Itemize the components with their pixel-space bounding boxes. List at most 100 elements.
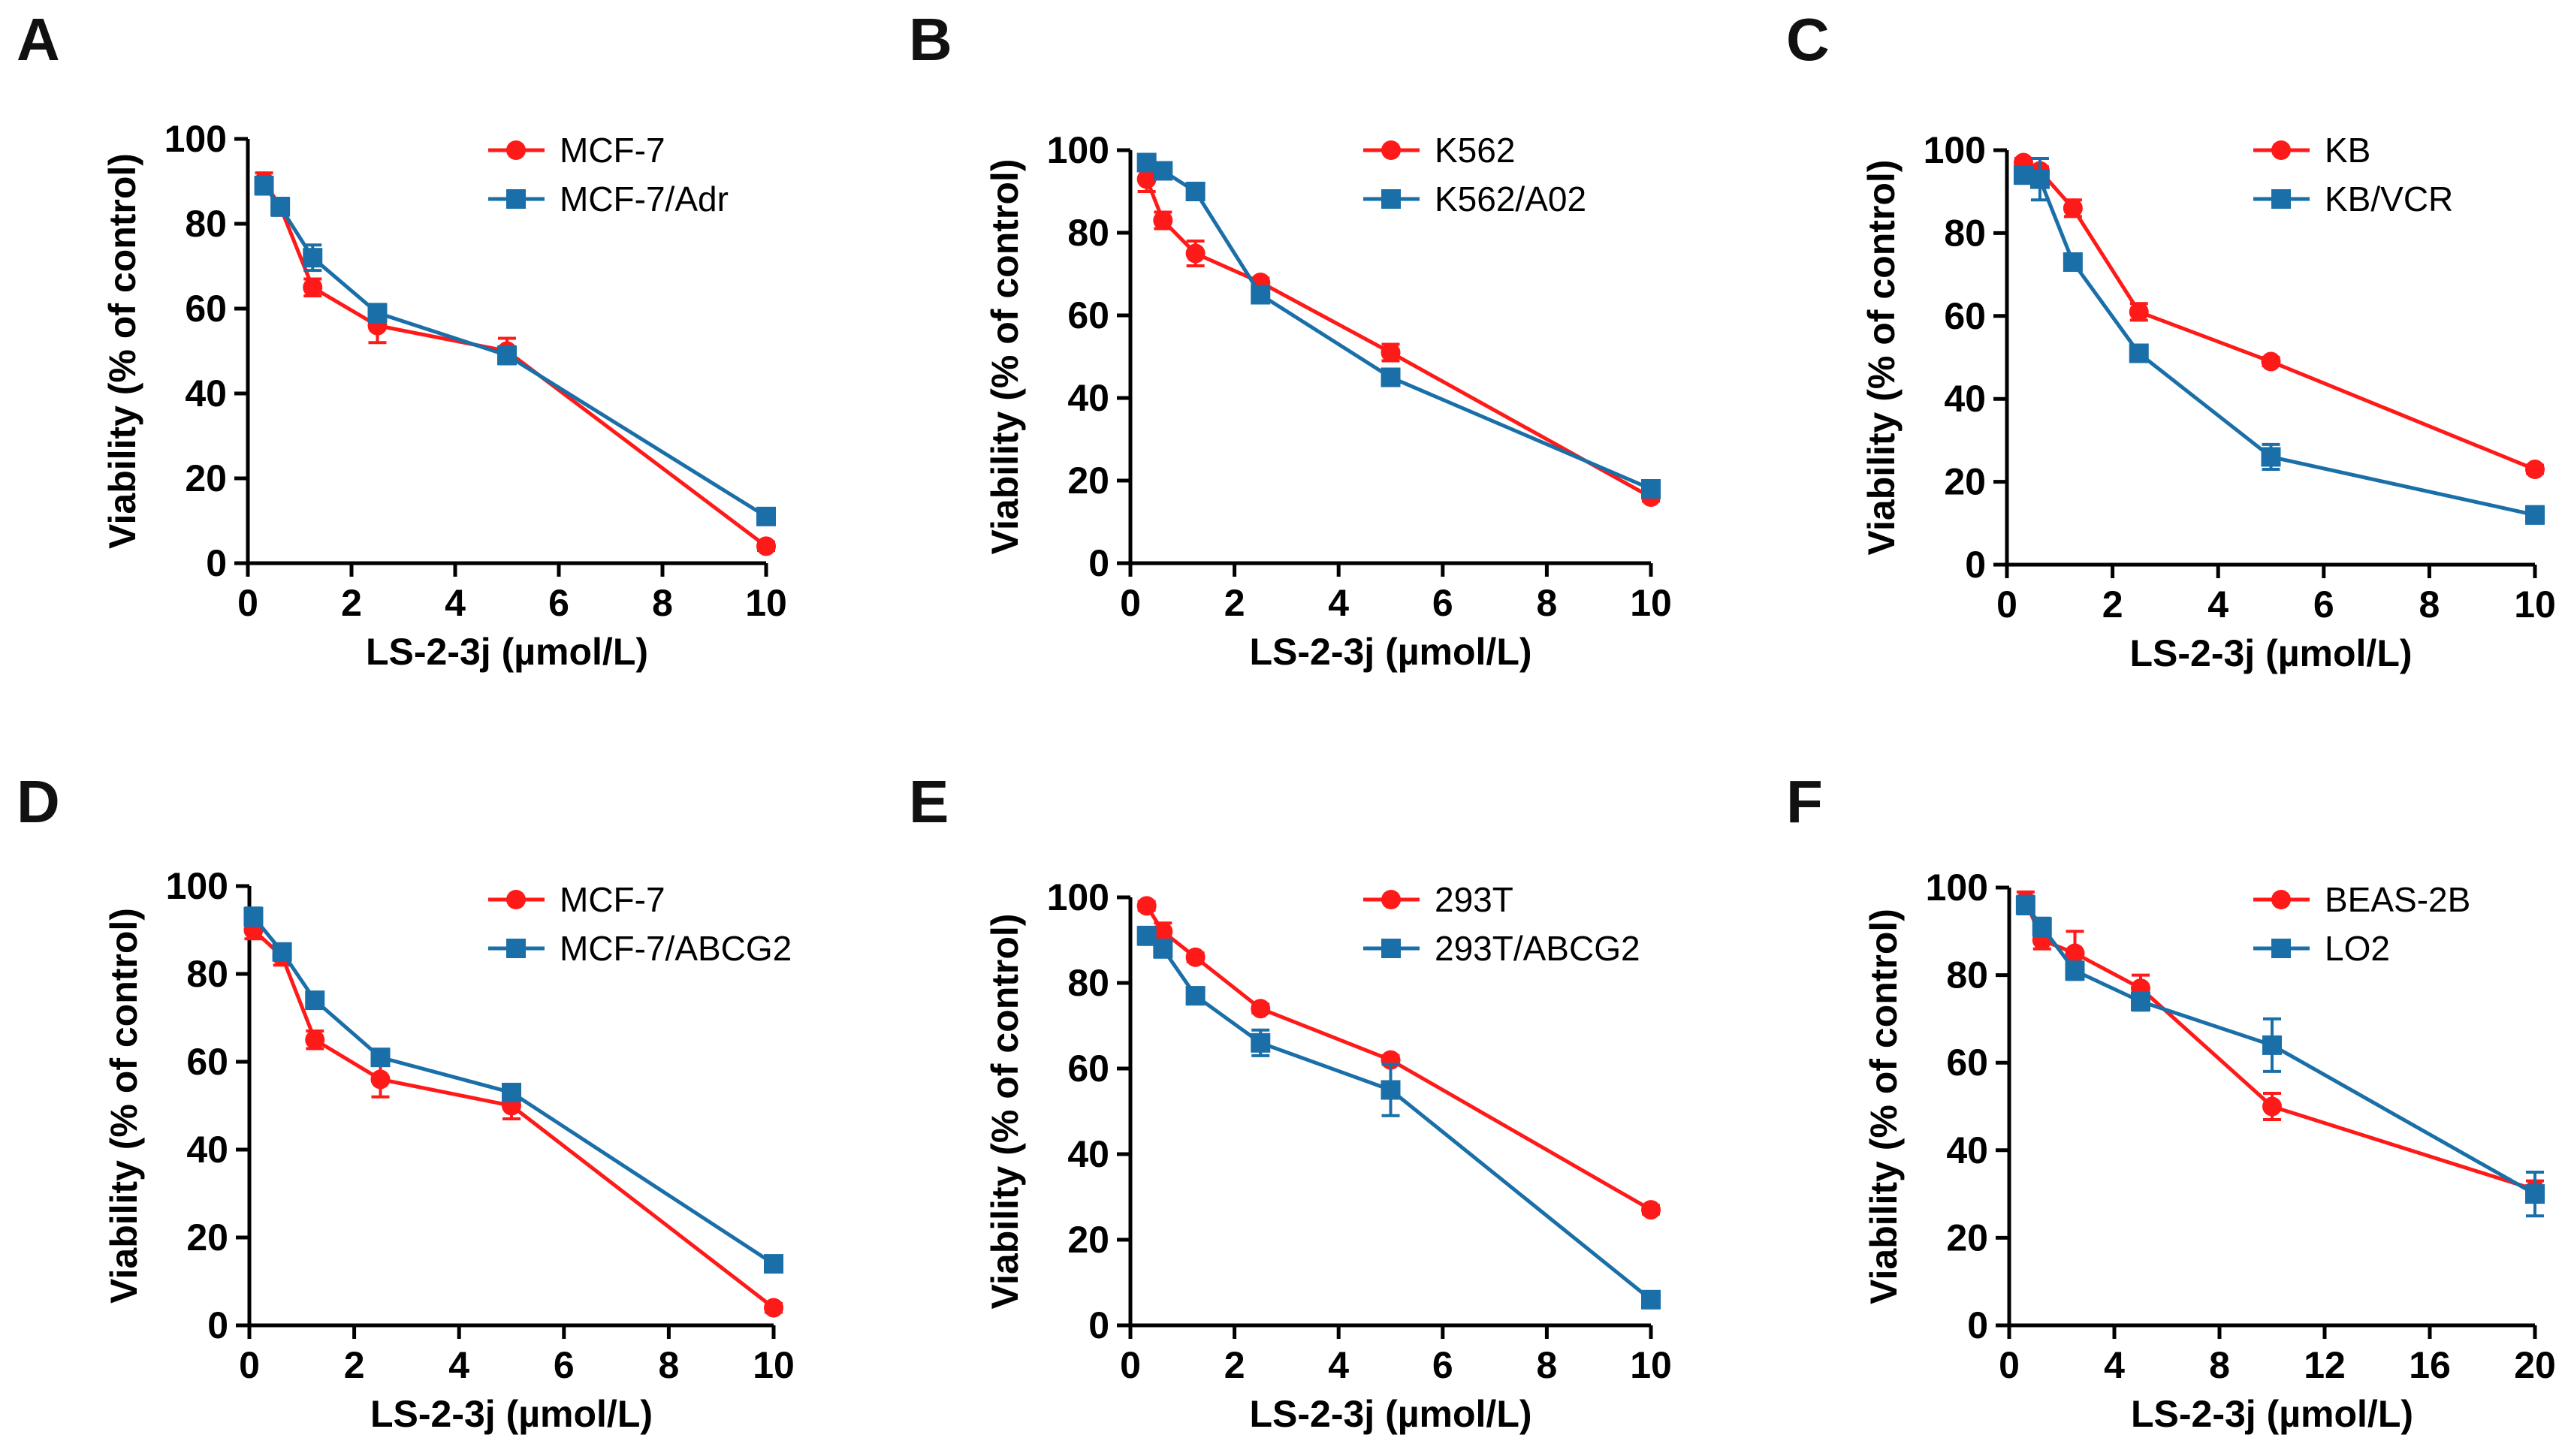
legend-marker [1381,939,1401,958]
x-tick-label: 2 [341,582,362,624]
chart-panel-c: C 0 20 40 60 80 100 0 2 4 6 8 10 LS-2-3j (µmol/L) Viab… [1786,6,2556,674]
legend-marker [506,890,526,909]
y-tick-label: 40 [1067,1133,1109,1175]
legend-marker [1381,140,1401,160]
data-point [1185,182,1206,201]
chart-panel-d: D 0 20 40 60 80 100 0 2 4 6 8 10 LS-2-3j (µmol/L) Viab… [17,768,795,1435]
x-tick-label: 6 [1432,582,1453,624]
x-tick-label: 10 [753,1344,795,1386]
panel-letter: F [1786,768,1823,835]
legend-marker [2271,939,2291,958]
x-tick-label: 4 [2207,583,2229,626]
data-point [1153,210,1173,231]
data-point [1381,342,1401,363]
y-tick-label: 0 [207,1304,228,1346]
y-tick-label: 0 [1965,544,1986,586]
data-point [1136,896,1157,916]
x-tick-label: 0 [1996,583,2017,626]
x-tick-label: 8 [1536,582,1557,624]
x-tick-label: 8 [1536,1344,1557,1386]
x-tick-label: 4 [448,1344,469,1386]
legend-marker [506,939,526,958]
data-point [1136,169,1157,189]
data-point [2063,252,2083,273]
y-tick-label: 60 [185,288,227,330]
legend-label: KB/VCR [2325,179,2453,219]
data-point [1185,947,1206,967]
legend-label: BEAS-2B [2325,880,2470,919]
data-point [1153,939,1173,959]
y-tick-label: 20 [185,457,227,499]
data-point [756,536,776,556]
data-point [2131,991,2150,1011]
legend-label: 293T [1435,880,1513,919]
y-axis-title: Viability (% of control) [1860,160,1903,556]
x-tick-label: 4 [1328,1344,1349,1386]
x-tick-label: 4 [2104,1344,2125,1386]
data-point [497,345,517,366]
data-point [2525,460,2545,480]
y-tick-label: 20 [186,1216,228,1259]
x-tick-label: 4 [445,582,466,624]
x-axis-title: LS-2-3j (µmol/L) [366,631,648,673]
data-point [2029,169,2050,189]
x-tick-label: 20 [2514,1344,2556,1386]
y-tick-label: 60 [1946,1042,1988,1084]
y-tick-label: 40 [185,372,227,414]
x-tick-label: 0 [1120,582,1141,624]
legend-label: K562 [1435,131,1515,170]
data-point [1185,243,1206,264]
series-line-293t-abcg2 [1145,934,1652,1301]
x-axis-title: LS-2-3j (µmol/L) [2131,1393,2413,1435]
y-tick-label: 100 [1047,129,1109,171]
data-point [2129,302,2149,322]
data-point [1251,285,1271,305]
data-point [1251,999,1271,1019]
legend-marker [1381,189,1401,209]
data-point [2525,505,2545,525]
panel-letter: D [17,768,60,835]
x-tick-label: 12 [2304,1344,2346,1386]
legend-marker [2271,890,2291,909]
data-point [367,303,388,323]
x-tick-label: 0 [237,582,258,624]
chart-panel-e: E 0 20 40 60 80 100 0 2 4 6 8 10 LS-2-3j (µmol/L) Viab… [909,768,1672,1435]
x-tick-label: 10 [2514,583,2556,626]
legend-label: LO2 [2325,929,2390,968]
data-point [272,942,292,962]
x-axis-title: LS-2-3j (µmol/L) [1249,631,1531,673]
data-point [303,277,323,297]
x-tick-label: 2 [2102,583,2123,626]
legend-label: MCF-7/ABCG2 [560,929,792,968]
legend-label: MCF-7/Adr [560,179,729,219]
legend-label: MCF-7 [560,131,665,170]
y-tick-label: 100 [164,118,227,160]
x-axis-title: LS-2-3j (µmol/L) [370,1393,653,1435]
data-point [1381,1080,1401,1100]
panel-letter: B [909,6,952,73]
y-tick-label: 100 [1047,876,1109,918]
panel-letter: E [909,768,949,835]
x-tick-label: 8 [2209,1344,2230,1386]
y-tick-label: 20 [1946,1216,1988,1259]
legend-label: MCF-7 [560,880,665,919]
data-point [502,1082,521,1102]
y-tick-label: 100 [1924,129,1986,171]
x-tick-label: 8 [2419,583,2440,626]
data-point [1153,921,1173,942]
data-point [254,176,274,196]
y-tick-label: 80 [1067,962,1109,1004]
x-tick-label: 0 [239,1344,260,1386]
x-tick-label: 6 [1432,1344,1453,1386]
y-tick-label: 40 [1944,378,1986,420]
chart-panel-b: B 0 20 40 60 80 100 0 2 4 6 8 10 LS-2-3j (µmol/L) Viab… [909,6,1672,673]
x-tick-label: 0 [1120,1344,1141,1386]
y-tick-label: 80 [1944,212,1986,254]
data-point [2262,1035,2282,1055]
data-point [2129,343,2149,363]
data-point [2015,895,2035,915]
data-point [2525,1184,2545,1204]
data-point [2063,198,2083,219]
y-tick-label: 40 [1946,1129,1988,1171]
